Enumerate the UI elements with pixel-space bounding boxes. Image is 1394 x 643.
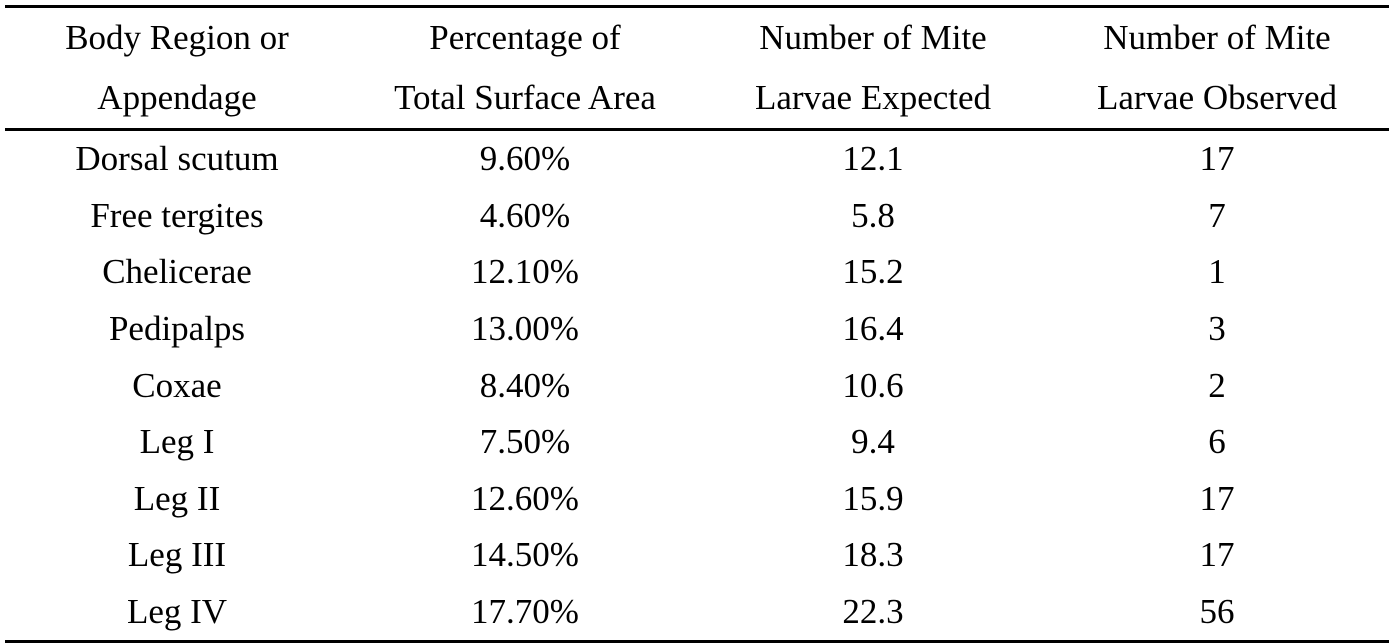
header-line: Larvae Expected [754,78,992,117]
cell-percentage: 4.60% [479,195,571,235]
cell-expected: 15.9 [842,478,904,518]
header-line: Body Region or [65,18,289,57]
data-table-container: Body Region or Appendage Percentage of T… [5,5,1389,643]
cell-percentage: 7.50% [479,422,571,462]
header-line: Number of Mite [1103,18,1331,57]
cell-expected: 22.3 [842,592,904,632]
table-row: Dorsal scutum 9.60% 12.1 17 [5,130,1389,188]
table-row: Coxae 8.40% 10.6 2 [5,357,1389,414]
column-header-percentage: Percentage of Total Surface Area [349,7,701,130]
header-line: Appendage [97,78,257,117]
column-header-observed: Number of Mite Larvae Observed [1045,7,1389,130]
table-row: Pedipalps 13.00% 16.4 3 [5,301,1389,358]
mite-larvae-table: Body Region or Appendage Percentage of T… [5,5,1389,643]
cell-body-region: Leg IV [126,592,228,632]
cell-observed: 1 [1208,252,1226,292]
cell-observed: 3 [1208,309,1226,349]
cell-body-region: Dorsal scutum [75,139,279,179]
cell-observed: 17 [1199,478,1235,518]
cell-observed: 56 [1199,592,1235,632]
cell-body-region: Pedipalps [108,309,246,349]
cell-percentage: 9.60% [479,139,571,179]
cell-percentage: 8.40% [479,365,571,405]
table-row: Leg II 12.60% 15.9 17 [5,471,1389,528]
cell-observed: 7 [1208,195,1226,235]
cell-observed: 17 [1199,535,1235,575]
cell-observed: 17 [1199,139,1235,179]
table-row: Leg IV 17.70% 22.3 56 [5,584,1389,642]
cell-body-region: Leg I [139,422,215,462]
cell-expected: 16.4 [842,309,904,349]
cell-body-region: Coxae [132,365,222,405]
cell-expected: 18.3 [842,535,904,575]
cell-body-region: Leg II [133,478,221,518]
header-line: Number of Mite [759,18,987,57]
cell-expected: 15.2 [842,252,904,292]
cell-percentage: 13.00% [471,309,579,349]
cell-expected: 12.1 [842,139,904,179]
cell-expected: 10.6 [842,365,904,405]
cell-body-region: Leg III [127,535,227,575]
table-row: Chelicerae 12.10% 15.2 1 [5,244,1389,301]
cell-percentage: 12.60% [471,478,579,518]
header-line: Total Surface Area [394,78,656,117]
header-row: Body Region or Appendage Percentage of T… [5,6,1389,130]
header-line: Larvae Observed [1096,78,1337,117]
cell-expected: 9.4 [851,422,895,462]
table-row: Leg III 14.50% 18.3 17 [5,527,1389,584]
cell-body-region: Free tergites [90,195,264,235]
cell-percentage: 14.50% [471,535,579,575]
cell-observed: 2 [1208,365,1226,405]
cell-body-region: Chelicerae [102,252,252,292]
table-header: Body Region or Appendage Percentage of T… [5,6,1389,130]
cell-percentage: 12.10% [471,252,579,292]
table-row: Leg I 7.50% 9.4 6 [5,414,1389,471]
table-body: Dorsal scutum 9.60% 12.1 17 Free tergite… [5,130,1389,642]
table-row: Free tergites 4.60% 5.8 7 [5,188,1389,245]
cell-observed: 6 [1208,422,1226,462]
column-header-body-region: Body Region or Appendage [5,7,349,130]
cell-expected: 5.8 [851,195,895,235]
header-line: Percentage of [429,18,621,57]
cell-percentage: 17.70% [471,592,579,632]
column-header-expected: Number of Mite Larvae Expected [701,7,1045,130]
